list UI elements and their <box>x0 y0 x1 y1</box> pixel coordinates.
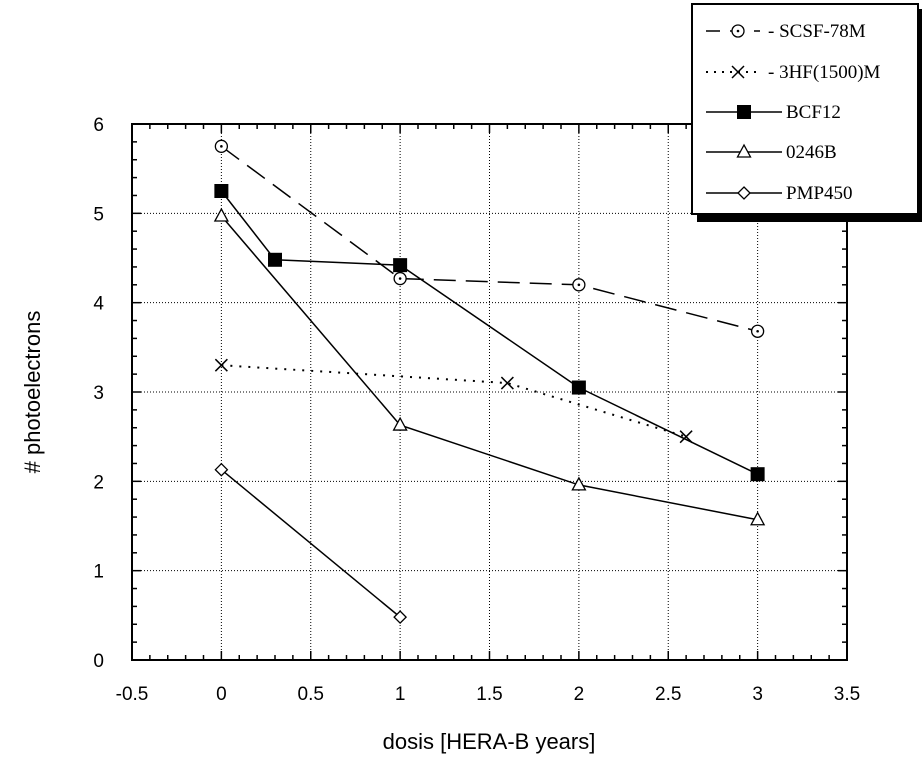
y-tick-label: 3 <box>93 383 104 404</box>
x-tick-label: 1.5 <box>476 684 502 705</box>
y-tick-label: 5 <box>93 204 104 225</box>
data-point-3hf-1500-m <box>500 376 514 390</box>
legend-box <box>691 3 919 215</box>
x-tick-label: 2 <box>574 684 585 705</box>
legend-marker-3hf-1500-m <box>731 65 745 79</box>
x-tick-label: 3 <box>752 684 763 705</box>
x-tick-label: 2.5 <box>655 684 681 705</box>
legend-label-scsf-78m: - SCSF-78M <box>768 21 866 42</box>
data-point-scsf-78m <box>750 324 765 338</box>
data-point-scsf-78m <box>572 278 586 292</box>
y-tick-label: 4 <box>93 294 104 315</box>
x-tick-labels: -0.5 0 0.5 1 1.5 2 2.5 3 3.5 <box>116 684 861 705</box>
data-point-bcf12 <box>214 184 229 198</box>
series-line-3hf-1500-m <box>221 364 687 438</box>
legend-marker-0246b <box>736 143 752 158</box>
y-axis-title: # photoelectrons <box>20 311 45 474</box>
y-tick-label: 0 <box>93 651 104 672</box>
legend-samples <box>706 24 782 200</box>
series-line-pmp450 <box>220 469 401 618</box>
data-point-bcf12 <box>268 252 282 267</box>
x-axis-title: dosis [HERA-B years] <box>383 729 596 754</box>
gridlines <box>132 124 847 660</box>
legend-label-3hf-1500-m: - 3HF(1500)M <box>768 62 881 83</box>
data-point-0246b <box>213 207 229 222</box>
data-point-scsf-78m <box>393 271 407 286</box>
data-point-pmp450 <box>214 462 229 477</box>
legend: - SCSF-78M - 3HF(1500)M BCF12 0246B PMP4… <box>691 3 922 222</box>
data-point-3hf-1500-m <box>679 430 693 444</box>
y-tick-label: 1 <box>93 562 104 583</box>
x-tick-label: 0.5 <box>298 684 324 705</box>
y-tick-labels: 0 1 2 3 4 5 6 <box>93 115 104 672</box>
series-line-bcf12 <box>220 190 758 475</box>
x-tick-label: 1 <box>395 684 406 705</box>
data-point-pmp450 <box>393 610 408 625</box>
x-tick-label: -0.5 <box>116 684 149 705</box>
y-tick-label: 2 <box>93 472 104 493</box>
legend-marker-bcf12 <box>737 105 751 119</box>
legend-label-pmp450: PMP450 <box>786 183 853 204</box>
legend-marker-pmp450 <box>737 186 751 200</box>
data-point-0246b <box>750 511 766 526</box>
data-point-bcf12 <box>393 258 408 273</box>
series-line-scsf-78m <box>220 145 758 332</box>
y-tick-label: 6 <box>93 115 104 136</box>
legend-label-bcf12: BCF12 <box>786 102 841 123</box>
data-point-bcf12 <box>750 467 765 482</box>
data-point-0246b <box>392 416 408 431</box>
series-markers <box>213 139 766 625</box>
data-point-bcf12 <box>571 380 586 395</box>
data-point-3hf-1500-m <box>214 358 228 372</box>
x-tick-label: 0 <box>216 684 227 705</box>
series-line-0246b <box>220 215 758 521</box>
x-tick-label: 3.5 <box>834 684 860 705</box>
legend-marker-scsf-78m <box>731 24 745 38</box>
data-point-0246b <box>571 476 587 491</box>
legend-label-0246b: 0246B <box>786 142 837 163</box>
data-point-scsf-78m <box>214 139 229 153</box>
series-lines <box>220 145 758 618</box>
